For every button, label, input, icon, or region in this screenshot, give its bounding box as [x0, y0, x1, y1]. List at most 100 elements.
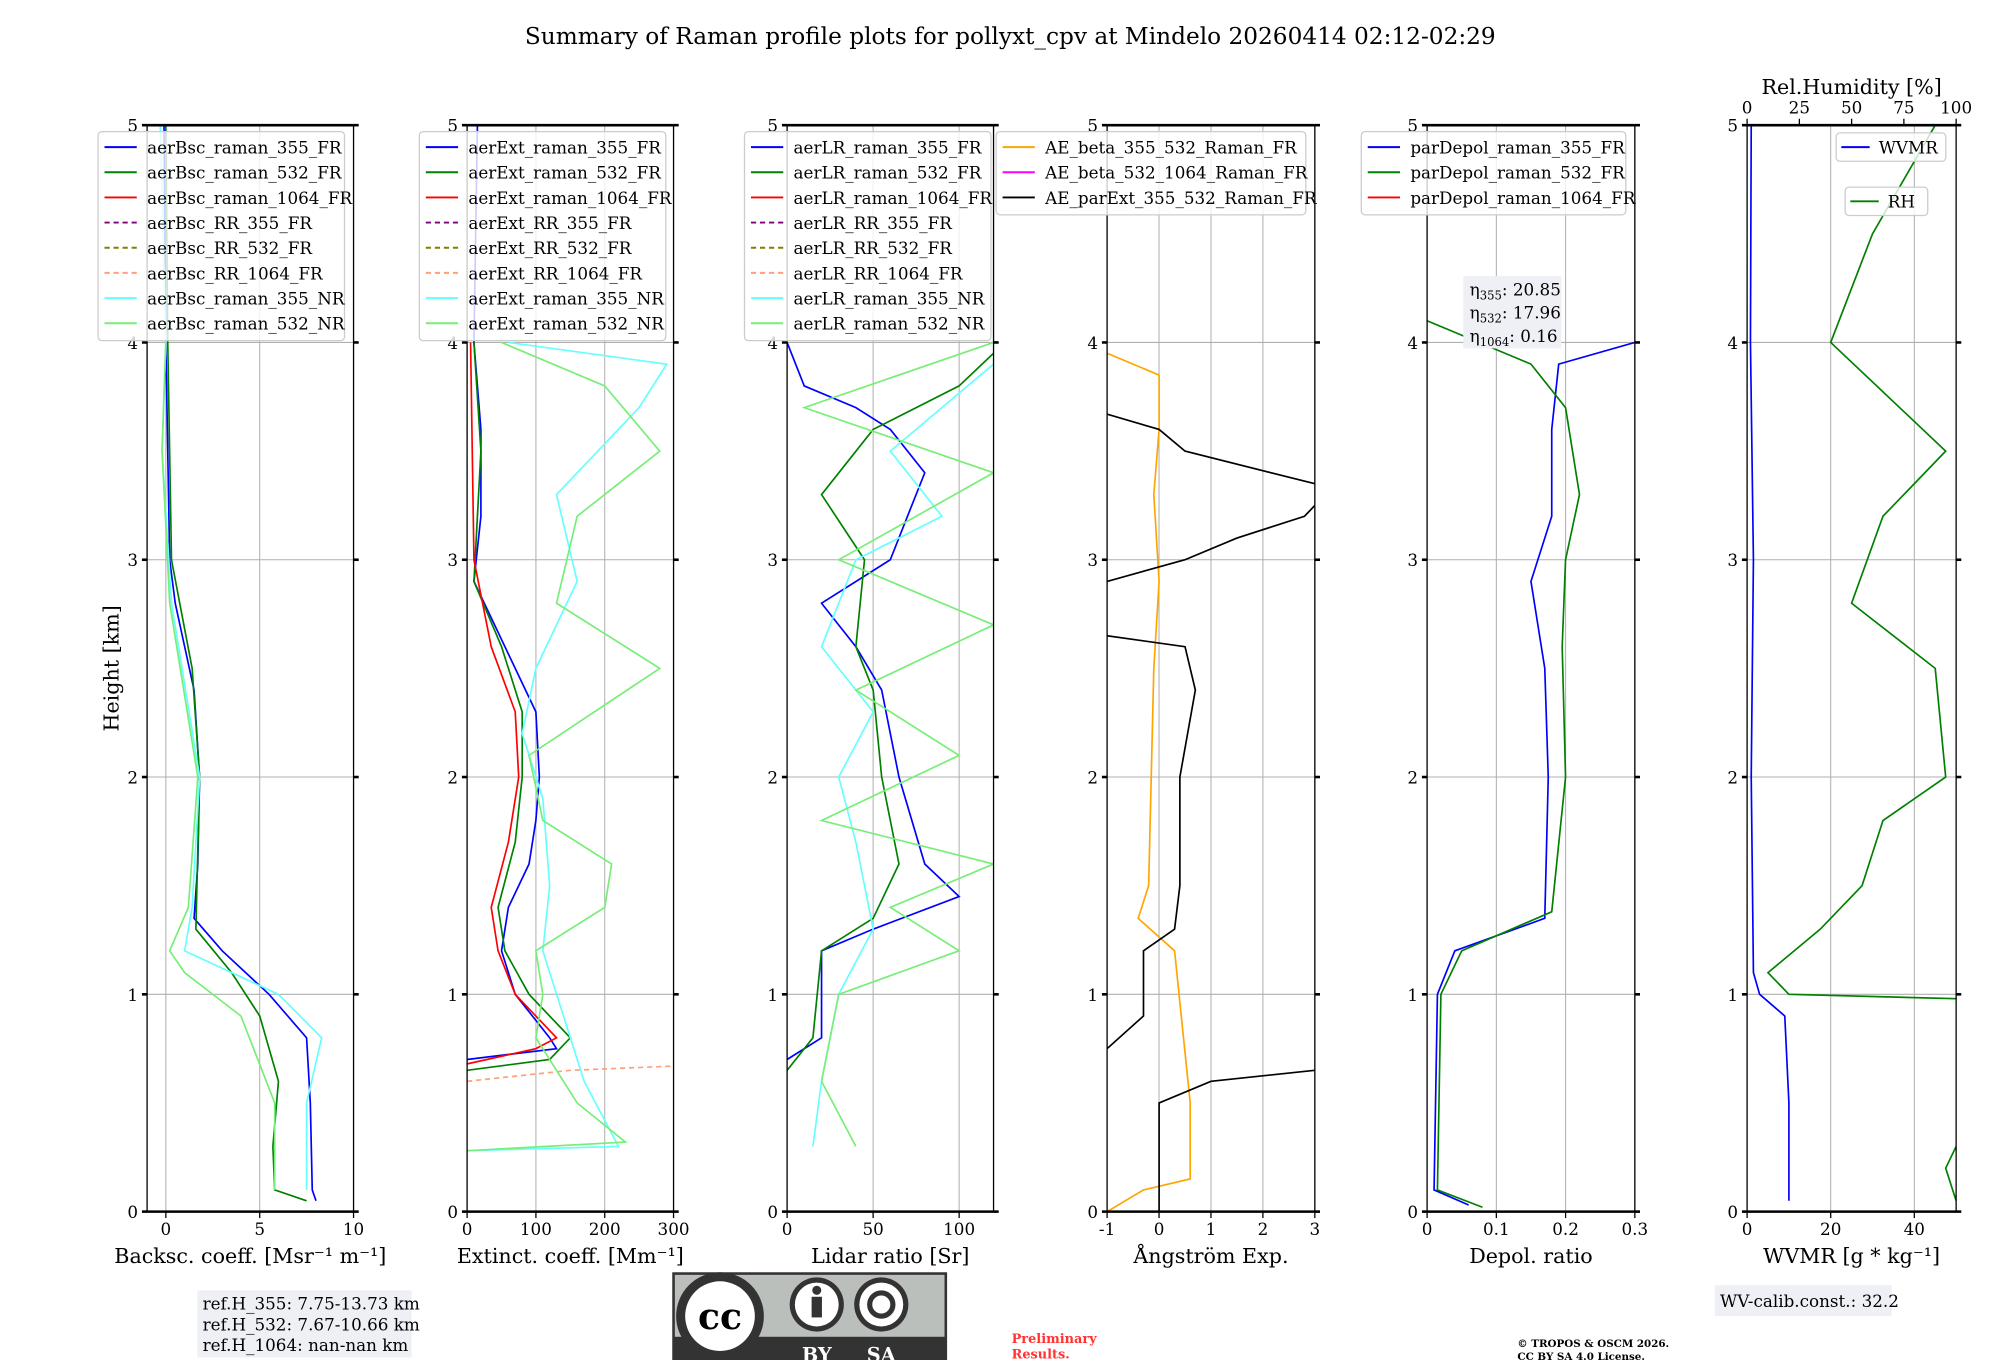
- x-axis-label: WVMR [g * kg⁻¹]: [1763, 1244, 1940, 1268]
- series-line-parDepol_raman_355_FR: [1433, 341, 1635, 1206]
- panel-2: 0 100 200 300 0 1 2 3 4 5 Extinct. coeff. [Mm⁻¹] ae…: [418, 116, 690, 1268]
- legend-entry: WVMR: [1879, 138, 1940, 158]
- x-tick-label: 3: [1310, 1219, 1321, 1239]
- y-tick-label: 3: [447, 550, 458, 570]
- top-x-tick-label: 0: [1742, 98, 1753, 118]
- legend-entry: aerBsc_RR_355_FR: [147, 213, 313, 233]
- y-tick-label: 3: [767, 550, 778, 570]
- y-tick-label: 5: [1407, 116, 1418, 136]
- copyright-note: © TROPOS & OSCM 2026. CC BY SA 4.0 Licen…: [1517, 1338, 1669, 1360]
- legend-entry: aerLR_raman_1064_FR: [794, 188, 994, 208]
- series-line-parDepol_raman_532_FR: [1427, 320, 1581, 1209]
- legend-entry: aerLR_RR_355_FR: [794, 213, 954, 233]
- ref-h-532: ref.H_532: 7.67-10.66 km: [203, 1314, 420, 1334]
- legend-frame: [1360, 130, 1627, 216]
- y-tick-label: 1: [1407, 985, 1418, 1005]
- depol-eta-annotation: η355: 20.85 η532: 17.96 η1064: 0.16: [1463, 276, 1562, 349]
- x-tick-label: 50: [862, 1219, 883, 1239]
- svg-text:WV-calib.const.: 32.2: WV-calib.const.: 32.2: [1720, 1291, 1899, 1311]
- y-tick-label: 5: [447, 116, 458, 136]
- cc-icon: cc: [698, 1295, 742, 1338]
- series-line-aerBsc_raman_532_FR: [164, 125, 307, 1202]
- legend-entry: aerExt_raman_1064_FR: [468, 188, 673, 208]
- x-tick-label: 300: [658, 1219, 690, 1239]
- y-tick-label: 3: [1727, 550, 1738, 570]
- x-axis-label: Lidar ratio [Sr]: [811, 1244, 969, 1268]
- legend-entry: parDepol_raman_1064_FR: [1410, 188, 1636, 208]
- legend-frame: [418, 130, 667, 342]
- legend-entry: aerLR_raman_355_NR: [794, 289, 986, 309]
- series-line-WVMR: [1749, 125, 1790, 1201]
- y-tick-label: 2: [127, 767, 138, 787]
- y-tick-label: 4: [127, 333, 138, 353]
- svg-text:© TROPOS & OSCM 2026.: © TROPOS & OSCM 2026.: [1517, 1338, 1669, 1350]
- legend: aerBsc_raman_355_FR aerBsc_raman_532_FRae…: [97, 130, 353, 342]
- x-axis-label: Ångström Exp.: [1132, 1243, 1288, 1268]
- legend: parDepol_raman_355_FR parDepol_raman_532_…: [1360, 130, 1637, 216]
- y-tick-label: 4: [447, 333, 458, 353]
- legend-entry: aerExt_raman_355_FR: [468, 138, 662, 158]
- legend-frame: [1844, 186, 1929, 217]
- x-tick-label: 1: [1206, 1219, 1217, 1239]
- series-line-aerLR_raman_355_NR: [812, 363, 994, 1147]
- top-x-tick-label: 75: [1893, 98, 1914, 118]
- svg-text:SA: SA: [867, 1343, 897, 1360]
- x-tick-label: 0: [1742, 1219, 1753, 1239]
- legend-frame: [97, 130, 346, 342]
- legend-entry: aerLR_RR_1064_FR: [794, 263, 964, 283]
- svg-text:CC BY SA 4.0 License.: CC BY SA 4.0 License.: [1517, 1351, 1645, 1360]
- legend-entry: aerExt_RR_355_FR: [468, 213, 632, 233]
- top-x-axis-label: Rel.Humidity [%]: [1761, 75, 1941, 99]
- legend: RH: [1844, 186, 1929, 217]
- y-axis-label: Height [km]: [100, 605, 124, 731]
- svg-text:Preliminary: Preliminary: [1012, 1332, 1098, 1347]
- svg-text:BY: BY: [802, 1343, 832, 1360]
- legend-frame: [743, 130, 992, 342]
- series-line-aerExt_raman_355_FR: [467, 125, 558, 1061]
- ref-h-1064: ref.H_1064: nan-nan km: [203, 1335, 409, 1355]
- legend-entry: aerExt_RR_1064_FR: [468, 263, 643, 283]
- x-axis-label: Backsc. coeff. [Msr⁻¹ m⁻¹]: [114, 1244, 386, 1268]
- legend-entry: aerBsc_RR_532_FR: [147, 238, 313, 258]
- x-tick-label: 2: [1258, 1219, 1269, 1239]
- x-tick-label: 0.2: [1552, 1219, 1579, 1239]
- preliminary-results-note: Preliminary Results.: [1012, 1332, 1098, 1360]
- y-tick-label: 4: [767, 333, 778, 353]
- legend-entry: aerLR_raman_532_NR: [794, 314, 986, 334]
- y-tick-label: 5: [1727, 116, 1738, 136]
- y-tick-label: 2: [1727, 767, 1738, 787]
- top-x-tick-label: 25: [1789, 98, 1810, 118]
- legend-entry: aerBsc_raman_532_NR: [147, 314, 346, 334]
- x-axis-label: Depol. ratio: [1469, 1244, 1593, 1268]
- share-alike-icon: [867, 1290, 896, 1319]
- y-tick-label: 1: [1087, 985, 1098, 1005]
- series-line-aerBsc_raman_532_NR: [161, 342, 276, 1190]
- series-line-aerExt_raman_1064_FR: [467, 342, 558, 1065]
- series-line-aerLR_raman_532_FR: [787, 352, 994, 1071]
- x-tick-label: 0.1: [1483, 1219, 1510, 1239]
- x-tick-label: 0: [782, 1219, 793, 1239]
- y-tick-label: 3: [1087, 550, 1098, 570]
- y-tick-label: 5: [767, 116, 778, 136]
- svg-text:Results.: Results.: [1012, 1348, 1070, 1360]
- x-tick-label: 0.3: [1622, 1219, 1649, 1239]
- x-tick-label: 100: [520, 1219, 552, 1239]
- legend-entry: aerExt_raman_532_NR: [468, 314, 665, 334]
- series-line-RH: [1766, 125, 1957, 1202]
- y-tick-label: 1: [127, 985, 138, 1005]
- y-tick-label: 4: [1087, 333, 1098, 353]
- x-tick-label: 40: [1904, 1219, 1925, 1239]
- legend-entry: AE_beta_355_532_Raman_FR: [1044, 138, 1298, 158]
- x-tick-label: 20: [1820, 1219, 1841, 1239]
- y-tick-label: 0: [1727, 1202, 1738, 1222]
- legend-entry: parDepol_raman_355_FR: [1410, 138, 1626, 158]
- x-tick-label: 100: [943, 1219, 975, 1239]
- legend-entry: aerBsc_RR_1064_FR: [147, 263, 324, 283]
- panel-3: 0 50 100 0 1 2 3 4 5 Lidar ratio [Sr] aerLR_raman_…: [743, 116, 999, 1268]
- series-line-aerExt_RR_1064_FR: [467, 1065, 674, 1083]
- y-tick-label: 0: [447, 1202, 458, 1222]
- series-line-aerExt_raman_532_NR: [467, 341, 662, 1152]
- legend-entry: aerBsc_raman_532_FR: [147, 163, 343, 183]
